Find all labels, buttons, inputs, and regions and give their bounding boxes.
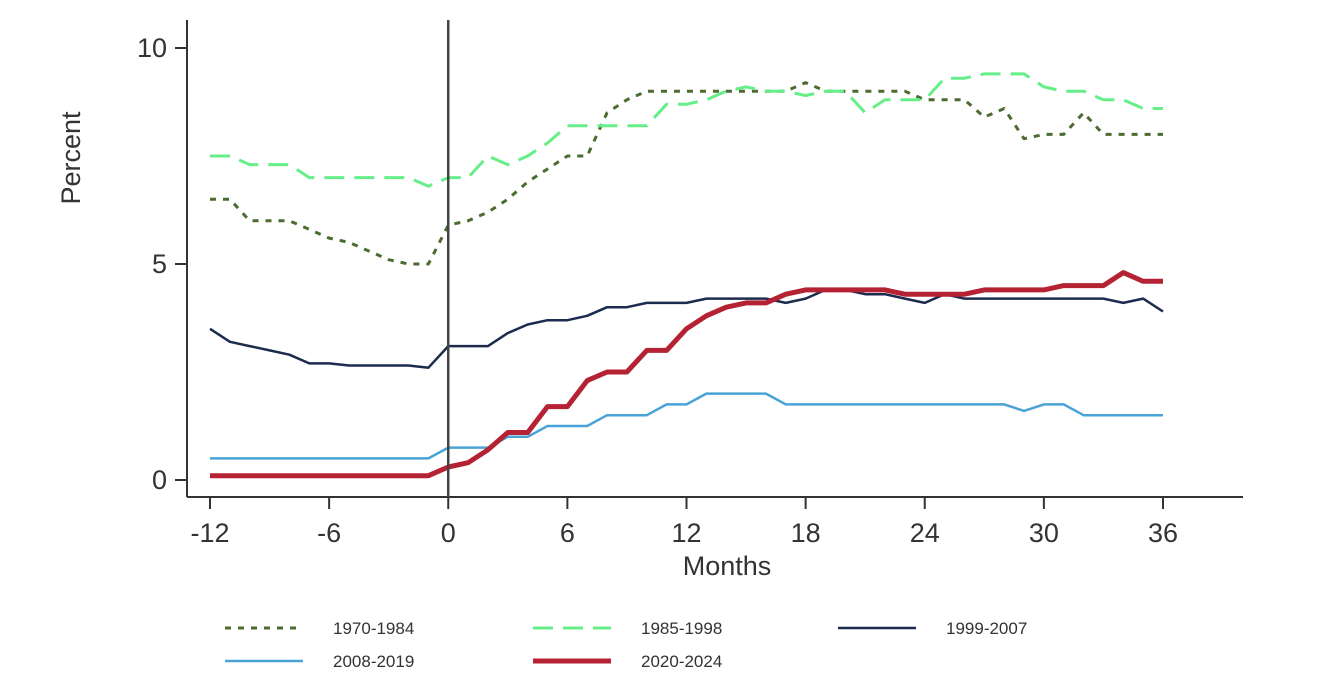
y-axis-title: Percent (56, 111, 86, 205)
x-tick-label: 12 (671, 518, 701, 548)
x-tick-label: 30 (1029, 518, 1059, 548)
legend-label-1999-2007: 1999-2007 (946, 619, 1027, 638)
series-line-2008-2019 (210, 392, 1163, 460)
series-layer (209, 72, 1164, 479)
y-tick-label: 10 (137, 33, 167, 63)
legend-label-1970-1984: 1970-1984 (333, 619, 414, 638)
y-tick-label: 0 (152, 465, 167, 495)
x-tick-label: -6 (317, 518, 341, 548)
legend-label-2020-2024: 2020-2024 (641, 652, 722, 671)
x-tick-label: 24 (910, 518, 940, 548)
x-tick-label: 18 (791, 518, 821, 548)
series-line-1970-1984 (210, 81, 1163, 266)
series-line-1999-2007 (209, 288, 1164, 369)
x-axis-title: Months (683, 551, 772, 581)
series-line-1985-1998 (210, 72, 1163, 188)
x-tick-label: 36 (1148, 518, 1178, 548)
x-tick-label: 0 (441, 518, 456, 548)
x-tick-label: 6 (560, 518, 575, 548)
axes-layer: 0 5 10 -12 -6 0 6 12 18 24 30 36 (137, 20, 1243, 548)
x-tick-label: -12 (190, 518, 229, 548)
series-line-2020-2024 (210, 270, 1163, 479)
legend-label-2008-2019: 2008-2019 (333, 652, 414, 671)
legend: 1970-1984 1985-1998 1999-2007 2008-2019 2020… (225, 619, 1027, 671)
y-tick-label: 5 (152, 249, 167, 279)
legend-label-1985-1998: 1985-1998 (641, 619, 722, 638)
